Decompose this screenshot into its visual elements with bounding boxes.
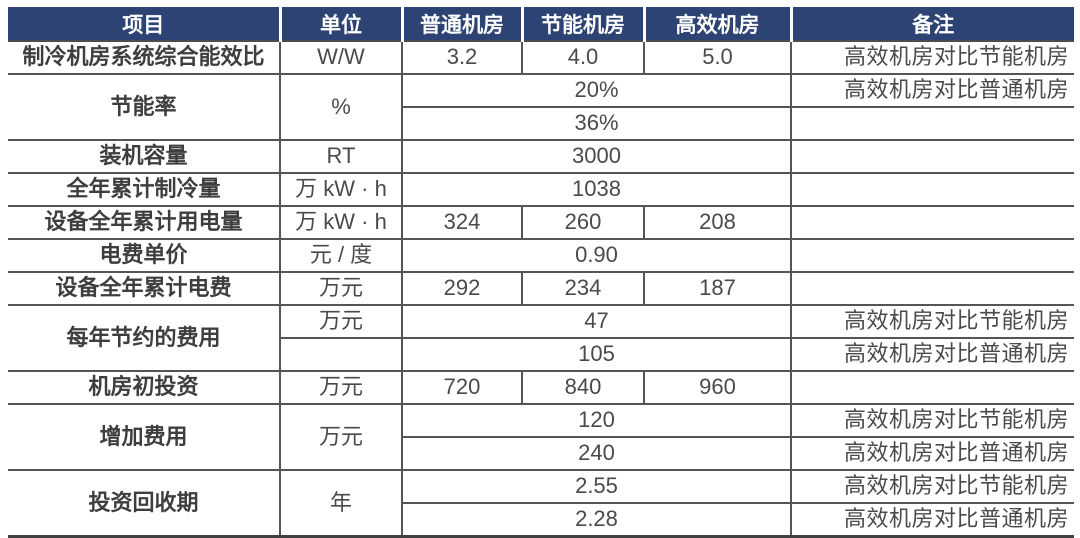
unit-cell: 万 kW · h [279, 205, 403, 240]
unit-cell [279, 337, 403, 372]
table-row: 105 高效机房对比普通机房 [8, 337, 1075, 372]
remark-cell [790, 172, 1075, 207]
remark-cell [790, 139, 1075, 174]
value-cell: 0.90 [401, 238, 792, 273]
remark-cell: 高效机房对比普通机房 [790, 436, 1075, 471]
value-cell: 5.0 [643, 40, 792, 75]
item-cell: 全年累计制冷量 [7, 172, 281, 207]
value-cell: 1038 [401, 172, 792, 207]
remark-cell: 高效机房对比普通机房 [790, 337, 1075, 372]
remark-cell: 高效机房对比普通机房 [790, 502, 1075, 538]
value-cell: 292 [401, 271, 523, 306]
remark-cell [790, 205, 1075, 240]
item-cell: 机房初投资 [7, 370, 281, 405]
remark-cell: 高效机房对比节能机房 [790, 469, 1075, 504]
unit-cell: W/W [279, 40, 403, 75]
comparison-table: 项目 单位 普通机房 节能机房 高效机房 备注 制冷机房系统综合能效比 W/W … [7, 7, 1076, 538]
value-cell: 3.2 [401, 40, 523, 75]
unit-cell: RT [279, 139, 403, 174]
item-cell: 设备全年累计电费 [7, 271, 281, 306]
value-cell: 47 [401, 304, 792, 339]
item-cell: 增加费用 [7, 403, 281, 471]
table-row: 设备全年累计电费 万元 292 234 187 [7, 271, 1075, 306]
unit-cell: 万元 [279, 271, 403, 306]
value-cell: 3000 [401, 139, 792, 174]
value-cell: 960 [643, 370, 792, 405]
table-row: 设备全年累计用电量 万 kW · h 324 260 208 [7, 205, 1075, 240]
unit-cell: 万元 [279, 304, 403, 339]
remark-cell: 高效机房对比节能机房 [790, 403, 1075, 438]
column-header-item: 项目 [8, 7, 282, 42]
value-cell: 187 [643, 271, 792, 306]
remark-cell [790, 106, 1075, 141]
header-row: 项目 单位 普通机房 节能机房 高效机房 备注 [8, 7, 1076, 42]
value-cell: 720 [401, 370, 523, 405]
unit-cell: % [279, 73, 403, 141]
item-cell: 电费单价 [7, 238, 281, 273]
value-cell: 840 [521, 370, 645, 405]
remark-cell [790, 271, 1075, 306]
column-header-unit: 单位 [280, 7, 404, 42]
column-header-high: 高效机房 [644, 7, 793, 42]
table-row: 全年累计制冷量 万 kW · h 1038 [7, 172, 1075, 207]
table-row: 机房初投资 万元 720 840 960 [7, 370, 1075, 405]
value-cell: 120 [401, 403, 792, 438]
value-cell: 2.55 [401, 469, 792, 504]
value-cell: 36% [401, 106, 792, 141]
unit-cell: 万元 [279, 370, 403, 405]
item-cell: 投资回收期 [7, 469, 281, 538]
value-cell: 2.28 [401, 502, 792, 538]
value-cell: 324 [401, 205, 523, 240]
column-header-normal: 普通机房 [402, 7, 524, 42]
table-row: 每年节约的费用 万元 47 高效机房对比节能机房 [7, 304, 1075, 372]
value-cell: 240 [401, 436, 792, 471]
table-row: 装机容量 RT 3000 [7, 139, 1075, 174]
remark-cell: 高效机房对比节能机房 [790, 40, 1075, 75]
table-row: 36% [8, 106, 1075, 141]
value-cell: 260 [521, 205, 645, 240]
table-row: 节能率 % 20% 高效机房对比普通机房 [7, 73, 1075, 141]
value-cell: 20% [401, 73, 792, 108]
value-cell: 208 [643, 205, 792, 240]
remark-cell: 高效机房对比节能机房 [790, 304, 1075, 339]
item-cell: 装机容量 [7, 139, 281, 174]
item-cell: 制冷机房系统综合能效比 [7, 40, 281, 75]
column-header-remark: 备注 [791, 7, 1076, 42]
unit-cell: 万元 [279, 403, 403, 471]
table-row: 投资回收期 年 2.55 高效机房对比节能机房 [7, 469, 1075, 538]
item-cell: 每年节约的费用 [7, 304, 281, 372]
value-cell: 234 [521, 271, 645, 306]
unit-cell: 万 kW · h [279, 172, 403, 207]
item-cell: 节能率 [7, 73, 281, 141]
unit-cell: 元 / 度 [279, 238, 403, 273]
item-cell: 设备全年累计用电量 [7, 205, 281, 240]
column-header-saving: 节能机房 [522, 7, 646, 42]
table-row: 制冷机房系统综合能效比 W/W 3.2 4.0 5.0 高效机房对比节能机房 [7, 40, 1075, 75]
value-cell: 4.0 [521, 40, 645, 75]
remark-cell: 高效机房对比普通机房 [790, 73, 1075, 108]
value-cell: 105 [401, 337, 792, 372]
page: { "colors": { "header_bg": "#2c4373", "h… [7, 7, 1076, 538]
table-row: 增加费用 万元 120 高效机房对比节能机房 [7, 403, 1075, 471]
unit-cell: 年 [279, 469, 403, 538]
table-row: 240 高效机房对比普通机房 [8, 436, 1075, 471]
table-row: 电费单价 元 / 度 0.90 [7, 238, 1075, 273]
remark-cell [790, 370, 1075, 405]
table-container: 项目 单位 普通机房 节能机房 高效机房 备注 制冷机房系统综合能效比 W/W … [7, 7, 1076, 538]
remark-cell [790, 238, 1075, 273]
